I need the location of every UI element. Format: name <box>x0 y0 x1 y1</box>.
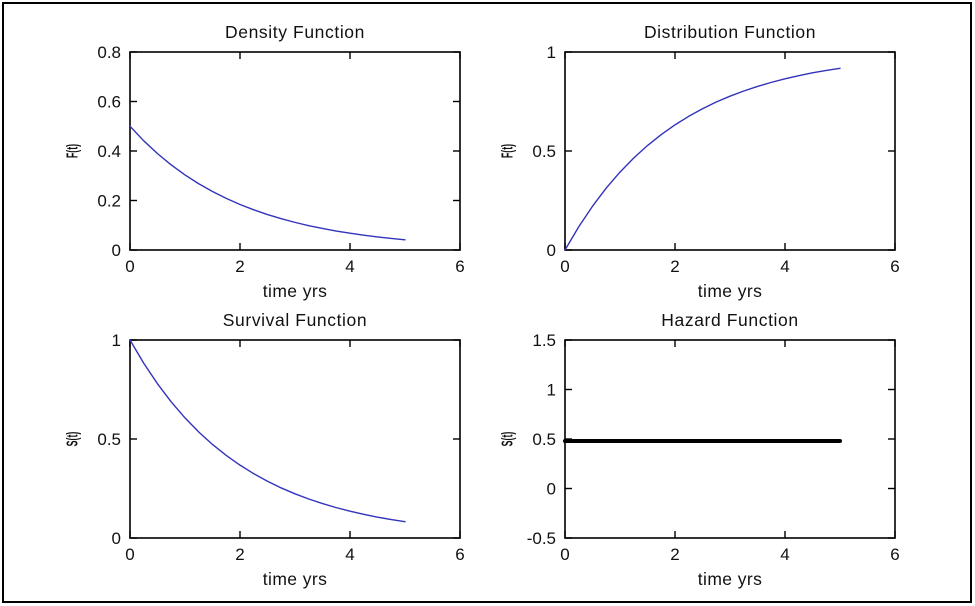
y-tick-label: 1.5 <box>532 331 556 350</box>
subplot-density-function: 0 2 4 6 0 0.2 0.4 0.6 0.8 Density Function time yr… <box>37 14 472 302</box>
y-axis-label: S(t) <box>63 432 82 447</box>
x-tick-label: 0 <box>560 257 569 276</box>
axes-box <box>564 51 896 251</box>
distribution-chart-svg: 0 2 4 6 0 0.5 1 Distribution Function time yrs F(… <box>498 22 900 301</box>
x-axis-label: time yrs <box>263 281 327 301</box>
y-tick-label: 1 <box>547 380 556 399</box>
y-tick-label: 1 <box>112 331 121 350</box>
y-tick-label: 0 <box>547 241 556 260</box>
y-tick-label: 0.8 <box>97 43 121 62</box>
axes-box <box>129 339 461 539</box>
data-line <box>564 67 841 251</box>
y-tick-label: 0 <box>112 529 121 548</box>
x-tick-label: 4 <box>780 545 789 564</box>
y-tick-label: 0.5 <box>532 430 556 449</box>
data-line <box>129 125 406 241</box>
density-chart-svg: 0 2 4 6 0 0.2 0.4 0.6 0.8 Density Function time yr… <box>63 22 465 301</box>
x-tick-label: 4 <box>345 545 354 564</box>
y-tick-label: 1 <box>547 43 556 62</box>
subplot-distribution-function: 0 2 4 6 0 0.5 1 Distribution Function time yrs F(… <box>472 14 907 302</box>
subplot-hazard-function: 0 2 4 6 -0.5 0 0.5 1 1.5 Hazard Function time yrs S… <box>472 302 907 590</box>
y-tick-label: 0.5 <box>532 142 556 161</box>
x-tick-label: 6 <box>890 545 899 564</box>
x-tick-label: 2 <box>670 545 679 564</box>
chart-title: Density Function <box>225 22 365 42</box>
x-tick-label: 6 <box>455 545 464 564</box>
x-axis-label: time yrs <box>698 569 762 589</box>
chart-title: Hazard Function <box>661 310 798 330</box>
x-tick-label: 2 <box>235 545 244 564</box>
x-tick-label: 6 <box>890 257 899 276</box>
chart-title: Survival Function <box>223 310 367 330</box>
y-tick-label: 0.5 <box>97 430 121 449</box>
y-tick-label: 0 <box>547 479 556 498</box>
y-axis-label: F(t) <box>498 144 517 158</box>
x-tick-label: 4 <box>345 257 354 276</box>
x-tick-label: 0 <box>125 545 134 564</box>
x-axis-label: time yrs <box>698 281 762 301</box>
chart-title: Distribution Function <box>644 22 816 42</box>
x-tick-label: 2 <box>235 257 244 276</box>
y-axis-label: F(t) <box>63 144 82 158</box>
data-line <box>129 339 406 523</box>
y-axis-label: S(t) <box>498 432 517 447</box>
y-tick-label: -0.5 <box>527 529 556 548</box>
subplot-survival-function: 0 2 4 6 0 0.5 1 Survival Function time yrs S(t) <box>37 302 472 590</box>
y-tick-label: 0.4 <box>97 142 121 161</box>
y-tick-label: 0.2 <box>97 191 121 210</box>
x-tick-label: 6 <box>455 257 464 276</box>
x-axis-label: time yrs <box>263 569 327 589</box>
axes-box <box>129 51 461 251</box>
x-tick-label: 0 <box>560 545 569 564</box>
x-tick-label: 0 <box>125 257 134 276</box>
x-tick-label: 4 <box>780 257 789 276</box>
y-tick-label: 0.6 <box>97 92 121 111</box>
y-tick-label: 0 <box>112 241 121 260</box>
x-tick-label: 2 <box>670 257 679 276</box>
survival-chart-svg: 0 2 4 6 0 0.5 1 Survival Function time yrs S(t) <box>63 310 465 589</box>
